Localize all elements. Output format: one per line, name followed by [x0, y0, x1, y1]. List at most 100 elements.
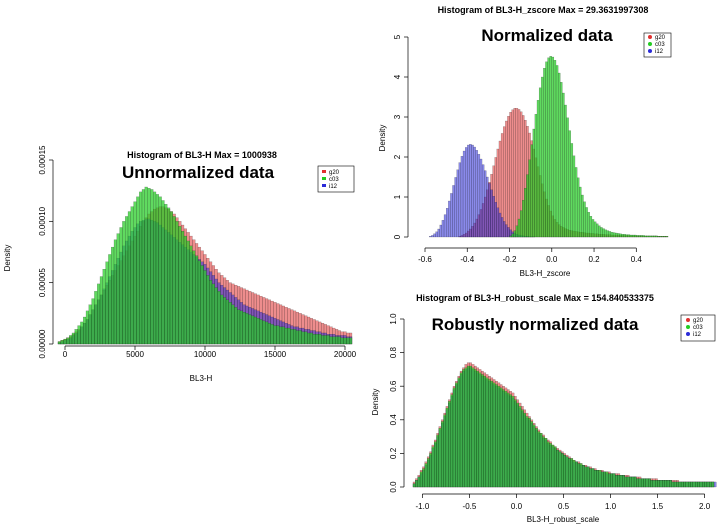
bar-c03: [570, 143, 574, 238]
bar-c03: [295, 330, 299, 345]
axes: -1.0 -0.5 0.0 0.5 1.0 1.5 2.0 0.0 0.2 0.4 0.6 0.8 1.…: [389, 313, 711, 511]
bar-i12: [429, 236, 432, 238]
legend-swatch-g20: [648, 35, 652, 39]
bar-c03: [415, 480, 418, 488]
legend-label-i12: i12: [329, 184, 338, 190]
bar-c03: [209, 280, 213, 345]
legend: g20 c03 i12: [643, 32, 672, 58]
bar-g20: [509, 112, 512, 238]
bar-i12: [437, 228, 440, 238]
bar-i12: [431, 235, 434, 238]
bar-c03: [256, 318, 260, 345]
bar-c03: [664, 480, 668, 488]
bar-c03: [150, 189, 154, 345]
y-tick-label: 0.0: [389, 481, 398, 493]
x-tick-label: 0.0: [511, 502, 523, 511]
bar-c03: [645, 478, 649, 488]
x-tick-label: 15000: [264, 350, 287, 359]
bar-g20: [517, 109, 521, 238]
bar-g20: [507, 116, 510, 238]
bar-c03: [534, 114, 538, 238]
bar-c03: [676, 481, 679, 488]
bar-c03: [483, 375, 487, 488]
bar-c03: [66, 337, 70, 345]
bar-c03: [521, 409, 524, 488]
bar-c03: [662, 480, 665, 488]
y-tick-label: 0.2: [389, 447, 398, 459]
x-tick-label: -1.0: [416, 502, 430, 511]
bar-c03: [683, 481, 686, 488]
bar-c03: [605, 471, 609, 488]
bar-c03: [192, 250, 196, 345]
bar-c03: [506, 392, 510, 488]
bar-c03: [273, 325, 277, 345]
bar-c03: [116, 233, 120, 345]
bar-c03: [589, 468, 592, 488]
chart-zscore: Histogram of BL3-H_zscore Max = 29.36319…: [378, 5, 672, 278]
bar-c03: [105, 261, 109, 345]
bar-c03: [572, 155, 576, 238]
legend-label-i12: i12: [693, 332, 702, 338]
bar-c03: [431, 446, 435, 488]
bar-c03: [186, 240, 190, 345]
bar-c03: [220, 294, 224, 345]
y-axis-label: Density: [371, 389, 380, 416]
bar-c03: [593, 221, 597, 238]
overlay-label: Unnormalized data: [122, 163, 275, 182]
bar-c03: [610, 232, 614, 238]
bar-c03: [631, 476, 635, 488]
bar-c03: [329, 336, 333, 345]
bar-c03: [695, 481, 698, 488]
bar-i12: [458, 162, 462, 238]
bar-c03: [636, 235, 639, 238]
bar-c03: [326, 335, 330, 345]
bar-c03: [546, 441, 550, 488]
bar-i12: [471, 144, 474, 238]
bar-c03: [699, 481, 703, 488]
x-axis-label: BL3-H_zscore: [520, 269, 571, 278]
bar-c03: [438, 428, 442, 488]
x-tick-label: 20000: [334, 350, 357, 359]
bar-c03: [436, 434, 439, 488]
bar-c03: [335, 336, 339, 345]
bar-c03: [259, 319, 263, 345]
bar-c03: [293, 329, 297, 345]
bar-c03: [464, 367, 468, 488]
bar-c03: [661, 236, 664, 238]
legend-swatch-i12: [322, 184, 326, 187]
legend-swatch-c03: [322, 177, 326, 180]
bar-c03: [111, 246, 115, 345]
bar-c03: [452, 387, 456, 488]
bar-c03: [583, 201, 586, 238]
bar-c03: [692, 481, 696, 488]
bar-c03: [541, 76, 544, 238]
axes: -0.6 -0.4 -0.2 0.0 0.2 0.4 0 1 2 3 4 5: [393, 34, 642, 264]
y-tick-label: 1.0: [389, 313, 398, 325]
bar-g20: [503, 126, 506, 238]
y-tick-label: 3: [393, 114, 402, 119]
y-tick-label: 4: [393, 74, 402, 79]
bar-c03: [638, 478, 642, 488]
bar-c03: [63, 338, 67, 345]
bar-i12: [490, 189, 493, 238]
x-tick-label: 1.0: [605, 502, 617, 511]
bar-c03: [490, 381, 494, 488]
bar-c03: [304, 331, 308, 345]
bar-c03: [248, 314, 252, 345]
bar-c03: [412, 483, 416, 488]
bar-c03: [262, 320, 266, 345]
bar-c03: [615, 475, 618, 488]
bar-c03: [175, 221, 179, 345]
bar-c03: [663, 236, 667, 238]
bar-c03: [203, 270, 207, 345]
chart-robust-scale: Histogram of BL3-H_robust_scale Max = 15…: [371, 293, 717, 524]
bar-c03: [511, 396, 515, 488]
bar-c03: [555, 65, 559, 238]
bar-i12: [452, 185, 455, 238]
bar-c03: [538, 87, 542, 238]
bar-c03: [625, 234, 628, 238]
bar-c03: [499, 387, 503, 488]
bar-c03: [340, 337, 344, 345]
bar-i12: [448, 200, 451, 238]
bar-c03: [450, 394, 454, 488]
